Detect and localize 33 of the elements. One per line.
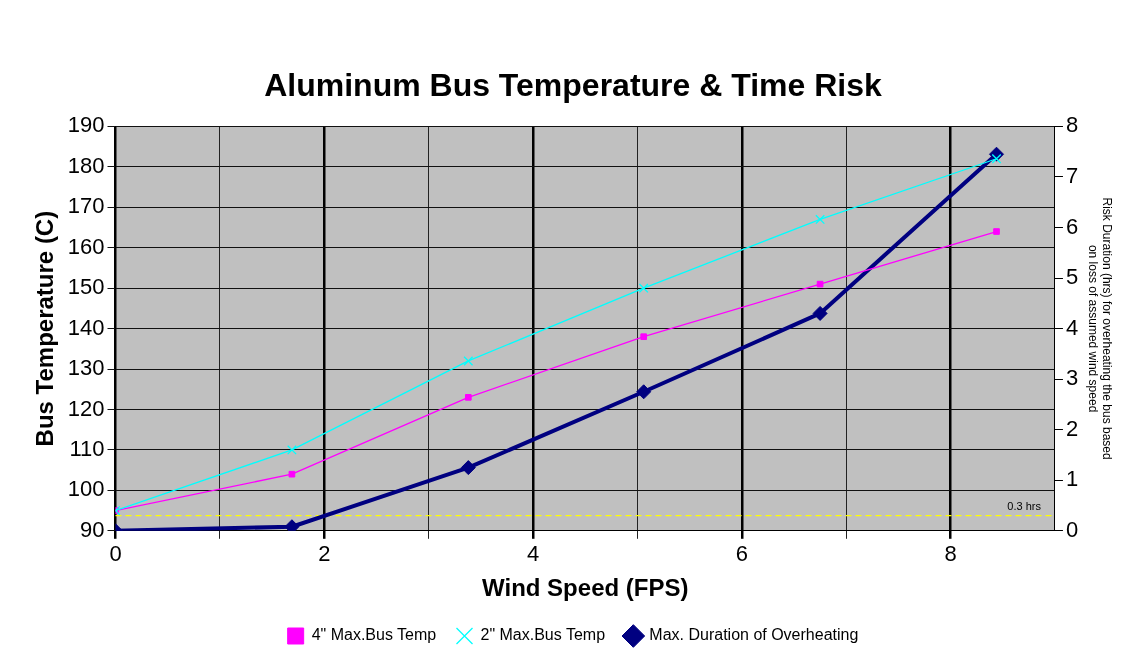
y-tick-label: 90 (80, 516, 105, 542)
y2-axis-title: Risk Duration (hrs) for overheating the bus based on loss of assumed wind speed (1086, 197, 1115, 460)
x-tick-label: 6 (735, 541, 748, 567)
y2-tick-label: 8 (1065, 112, 1079, 138)
y-tick-label: 170 (67, 193, 105, 219)
chart-title: Aluminum Bus Temperature & Time Risk (264, 67, 883, 104)
x-tick-label: 4 (526, 541, 540, 567)
legend-label: 2" Max.Bus Temp (480, 626, 606, 644)
y-axis-title: Bus Temperature (C) (31, 210, 59, 447)
y2-tick-label: 1 (1065, 466, 1079, 492)
x-tick-label: 8 (944, 541, 957, 567)
x-axis-title: Wind Speed (FPS) (482, 574, 689, 602)
legend-label: Max. Duration of Overheating (649, 626, 859, 644)
y-tick-label: 140 (67, 314, 105, 340)
y2-tick-label: 2 (1065, 415, 1079, 441)
y2-tick-label: 3 (1065, 365, 1079, 391)
y2-tick-label: 0 (1065, 516, 1079, 542)
y2-tick-label: 4 (1065, 314, 1079, 340)
y-tick-label: 120 (67, 395, 105, 421)
y-tick-label: 150 (67, 274, 105, 300)
y-tick-label: 180 (67, 152, 105, 178)
y2-tick-label: 5 (1065, 264, 1079, 290)
x-tick-label: 0 (109, 541, 122, 567)
y-tick-label: 100 (67, 476, 105, 502)
ref-line-label: 0.3 hrs (1007, 500, 1042, 513)
y-tick-label: 160 (67, 233, 105, 259)
y-tick-label: 110 (69, 435, 105, 461)
legend-label: 4" Max.Bus Temp (311, 626, 437, 644)
y2-tick-label: 6 (1065, 213, 1079, 239)
y-tick-label: 190 (67, 112, 105, 138)
y2-tick-label: 7 (1065, 163, 1079, 189)
x-tick-label: 2 (318, 541, 331, 567)
y-tick-label: 130 (67, 355, 105, 381)
